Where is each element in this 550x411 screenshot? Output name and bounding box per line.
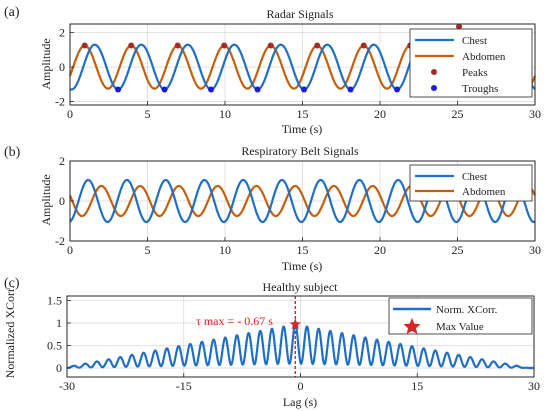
x-tick-label: 30: [529, 107, 541, 121]
panel-a-xlabel: Time (s): [282, 122, 323, 136]
panel-c-axes-box: [66, 295, 535, 378]
panel-b-label: (b): [4, 145, 21, 160]
trough-marker: [347, 86, 354, 93]
y-tick-label: 1.5: [47, 294, 62, 308]
x-tick-label: 20: [374, 107, 386, 121]
legend-xcorr-label: Norm. XCorr.: [436, 304, 498, 316]
panel-b: (b) Respiratory Belt Signals Time (s) Am…: [4, 144, 541, 273]
panel-b-legend: Chest Abdomen: [409, 164, 533, 202]
y-tick-label: 0: [59, 194, 65, 208]
x-tick-label: 5: [145, 243, 151, 257]
x-tick-label: 20: [374, 243, 386, 257]
panel-a-ylabel: Amplitude: [39, 38, 53, 89]
panel-c-plot-area: [66, 296, 535, 377]
panel-a-label: (a): [4, 5, 20, 20]
y-tick-label: 2: [59, 154, 65, 168]
y-tick-label: -2: [55, 95, 65, 109]
legend-peaks-label: Peaks: [462, 67, 488, 79]
panel-a: (a) Radar Signals Time (s) Amplitude 0 5 1…: [4, 5, 541, 136]
legend-belt-chest-label: Chest: [462, 171, 487, 183]
panel-a-axes-box: [69, 23, 536, 106]
legend-troughs-label: Troughs: [462, 83, 498, 95]
panel-a-title: Radar Signals: [267, 7, 334, 21]
trough-marker: [208, 86, 215, 93]
y-tick-label: -2: [55, 234, 65, 248]
belt-chest-series: [69, 178, 536, 224]
panel-c-legend: Norm. XCorr. Max Value: [388, 297, 533, 335]
peak-marker: [314, 42, 321, 49]
panel-c: (c) Healthy subject Lag (s) Normalized X…: [3, 276, 540, 409]
x-tick-label: 0: [298, 379, 304, 393]
panel-c-ticks: -30 -15 0 15 30 0 0.5 1 1.5: [47, 294, 540, 394]
panel-b-ylabel: Amplitude: [39, 174, 53, 225]
x-tick-label: 30: [529, 243, 541, 257]
x-tick-label: 15: [297, 243, 309, 257]
y-tick-label: 0: [56, 361, 62, 375]
x-tick-label: -30: [59, 379, 75, 393]
legend-max-value-label: Max Value: [436, 321, 484, 333]
x-tick-label: 15: [297, 107, 309, 121]
panel-c-title: Healthy subject: [263, 280, 339, 294]
trough-marker: [161, 86, 168, 93]
x-tick-label: -15: [176, 379, 192, 393]
y-tick-label: 1: [56, 316, 62, 330]
panel-b-ticks: 0 5 10 15 20 25 30-202: [55, 154, 541, 257]
x-tick-label: 10: [219, 107, 231, 121]
peak-marker: [267, 42, 274, 49]
peak-marker: [221, 42, 228, 49]
peak-marker: [128, 42, 135, 49]
trough-marker: [115, 86, 122, 93]
peak-marker: [456, 23, 463, 30]
trough-marker: [254, 86, 261, 93]
x-tick-label: 0: [67, 107, 73, 121]
legend-chest-label: Chest: [462, 35, 487, 47]
y-tick-label: 2: [59, 26, 65, 40]
peak-marker: [174, 42, 181, 49]
panel-b-xlabel: Time (s): [282, 259, 323, 273]
tau-max-annotation: τ max = - 0.67 s: [196, 314, 273, 328]
x-tick-label: 15: [411, 379, 423, 393]
legend-belt-abdomen-label: Abdomen: [462, 186, 506, 198]
panel-b-legend-box: [409, 164, 533, 202]
y-tick-label: 0.5: [47, 339, 62, 353]
legend-troughs-marker: [431, 85, 437, 91]
xcorr-series: [66, 323, 535, 370]
y-tick-label: 0: [59, 60, 65, 74]
x-tick-label: 0: [67, 243, 73, 257]
x-tick-label: 30: [528, 379, 540, 393]
panel-a-ticks: 0 5 10 15 20 25 30-202: [55, 26, 541, 121]
panel-c-ylabel: Normalized XCorr.: [3, 286, 17, 379]
trough-marker: [394, 86, 401, 93]
x-tick-label: 25: [452, 107, 464, 121]
x-tick-label: 5: [145, 107, 151, 121]
legend-abdomen-label: Abdomen: [462, 51, 506, 63]
legend-max-value-star: [403, 318, 421, 334]
peak-marker: [81, 42, 88, 49]
x-tick-label: 10: [219, 243, 231, 257]
panel-b-title: Respiratory Belt Signals: [241, 144, 359, 158]
max-value-star: [289, 318, 301, 330]
panel-c-label: (c): [4, 276, 20, 291]
panel-a-legend: Chest Abdomen Peaks Troughs: [409, 28, 533, 98]
trough-marker: [301, 86, 308, 93]
x-tick-label: 25: [452, 243, 464, 257]
peak-marker: [360, 42, 367, 49]
panel-c-xlabel: Lag (s): [283, 395, 317, 409]
legend-peaks-marker: [431, 69, 437, 75]
panel-b-axes-box: [69, 160, 536, 242]
